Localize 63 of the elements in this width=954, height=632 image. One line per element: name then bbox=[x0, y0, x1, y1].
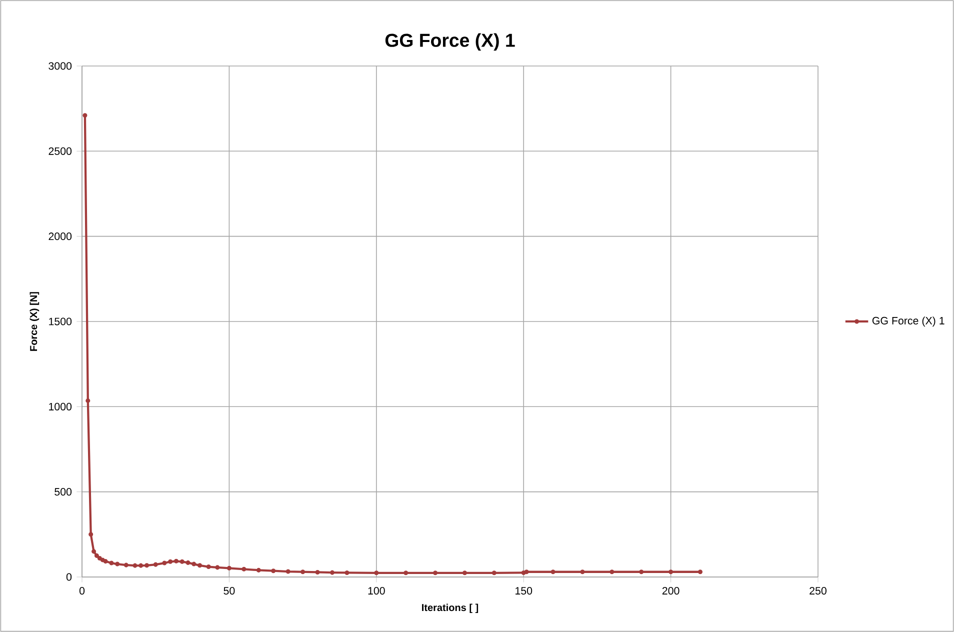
point bbox=[226, 566, 232, 570]
point bbox=[271, 568, 276, 574]
y-axis-title: Force (X) [N] bbox=[30, 292, 40, 351]
point bbox=[97, 556, 102, 561]
point bbox=[153, 562, 158, 567]
point bbox=[639, 570, 644, 574]
point bbox=[206, 564, 211, 570]
y-tick-label: 1500 bbox=[49, 318, 72, 326]
y-tick-label: 2500 bbox=[48, 147, 72, 155]
point bbox=[124, 562, 128, 568]
point bbox=[144, 563, 150, 568]
point bbox=[92, 549, 96, 554]
point bbox=[344, 570, 350, 575]
point bbox=[86, 398, 90, 403]
x-tick-label: 150 bbox=[516, 587, 532, 595]
chart-title: GG Force (X) 1 bbox=[385, 33, 515, 51]
point bbox=[300, 570, 306, 574]
point bbox=[82, 113, 88, 118]
point bbox=[550, 570, 556, 574]
point bbox=[162, 560, 167, 566]
y-tick-label: 3000 bbox=[48, 62, 72, 70]
point bbox=[100, 558, 105, 562]
y-tick-label: 1000 bbox=[49, 402, 72, 410]
point bbox=[256, 568, 261, 572]
point bbox=[132, 563, 138, 568]
point bbox=[286, 569, 290, 574]
y-tick-label: 500 bbox=[54, 488, 72, 496]
point bbox=[168, 559, 173, 564]
point bbox=[374, 570, 379, 576]
point bbox=[115, 562, 120, 566]
x-axis-title: Iterations [ ] bbox=[422, 604, 478, 614]
x-tick-label: 50 bbox=[224, 587, 235, 595]
point bbox=[197, 563, 202, 568]
point bbox=[492, 570, 496, 576]
point bbox=[330, 570, 335, 575]
point bbox=[698, 570, 703, 574]
x-tick-label: 250 bbox=[810, 587, 826, 595]
point bbox=[180, 559, 184, 564]
point bbox=[94, 553, 99, 558]
point bbox=[192, 562, 196, 566]
point bbox=[521, 570, 526, 575]
x-tick-label: 0 bbox=[79, 587, 85, 595]
y-tick-label: 0 bbox=[66, 573, 72, 581]
point bbox=[404, 570, 408, 576]
point bbox=[103, 559, 108, 564]
point bbox=[215, 565, 220, 570]
point bbox=[462, 570, 467, 576]
point bbox=[668, 570, 674, 574]
point bbox=[88, 532, 94, 537]
point bbox=[315, 570, 320, 574]
point bbox=[174, 558, 178, 564]
legend-label: GG Force (X) 1 bbox=[872, 316, 944, 327]
x-tick-label: 100 bbox=[368, 587, 385, 595]
point bbox=[610, 570, 614, 574]
point bbox=[524, 570, 529, 574]
point bbox=[109, 560, 114, 566]
y-tick-label: 2000 bbox=[48, 232, 72, 240]
point bbox=[580, 570, 585, 574]
point bbox=[186, 560, 190, 565]
point bbox=[242, 566, 246, 572]
x-tick-label: 200 bbox=[662, 587, 680, 595]
point bbox=[433, 570, 438, 576]
point bbox=[138, 563, 144, 568]
